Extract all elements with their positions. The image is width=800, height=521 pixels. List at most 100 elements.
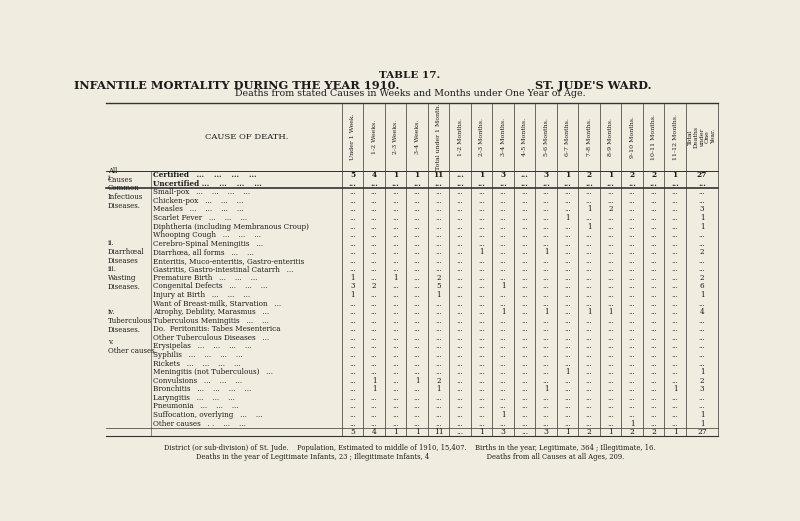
Text: ...: ... [457,205,463,214]
Text: ...: ... [349,325,356,333]
Text: ...: ... [564,359,571,368]
Text: ...: ... [629,291,635,299]
Text: ...: ... [478,386,485,393]
Text: ...: ... [370,359,378,368]
Text: ...: ... [478,265,485,274]
Text: 27: 27 [697,428,707,436]
Text: 1: 1 [350,291,355,299]
Text: Measles   ...    ...    ...    ...: Measles ... ... ... ... [153,205,243,214]
Text: ...: ... [672,257,678,265]
Text: ...: ... [500,300,506,307]
Text: ...: ... [542,265,550,274]
Text: ...: ... [414,359,421,368]
Text: ...: ... [457,342,463,351]
Text: ...: ... [522,197,528,205]
Text: 3: 3 [700,205,704,214]
Text: ...: ... [500,214,506,222]
Text: ...: ... [650,308,657,316]
Text: ...: ... [435,300,442,307]
Text: ...: ... [607,188,614,196]
Text: ...: ... [522,411,528,419]
Text: ...: ... [586,197,593,205]
Text: ...: ... [500,317,506,325]
Text: ...: ... [564,197,571,205]
Text: ...: ... [478,411,485,419]
Text: Pneumonia   ...    ...    ...: Pneumonia ... ... ... [153,402,238,411]
Text: ...: ... [370,419,378,428]
Text: ...: ... [672,359,678,368]
Text: ...: ... [698,300,706,307]
Text: ...: ... [457,428,464,436]
Text: Cerebro-Spinal Meningitis   ...: Cerebro-Spinal Meningitis ... [153,240,262,247]
Text: Under 1 Week.: Under 1 Week. [350,114,355,160]
Text: 4: 4 [700,308,704,316]
Text: ...: ... [522,265,528,274]
Text: 2: 2 [651,171,656,179]
Text: ...: ... [629,368,635,376]
Text: ...: ... [478,180,486,188]
Text: ...: ... [435,214,442,222]
Text: ...: ... [629,188,635,196]
Text: ...: ... [414,394,421,402]
Text: ...: ... [607,317,614,325]
Text: ...: ... [457,265,463,274]
Text: ...: ... [522,402,528,411]
Text: ...: ... [542,257,550,265]
Text: ...: ... [522,351,528,359]
Text: 2: 2 [586,171,592,179]
Text: 2: 2 [651,428,656,436]
Text: ...: ... [542,377,550,384]
Text: ...: ... [564,231,571,239]
Text: Total under 1 Month.: Total under 1 Month. [436,104,441,170]
Text: ...: ... [349,265,356,274]
Text: 1: 1 [350,274,355,282]
Text: ...: ... [522,274,528,282]
Text: ...: ... [629,240,635,247]
Text: ...: ... [522,222,528,230]
Text: ...: ... [586,248,593,256]
Text: ...: ... [500,248,506,256]
Text: ...: ... [542,197,550,205]
Text: ...: ... [586,265,593,274]
Text: ...: ... [478,368,485,376]
Text: ...: ... [564,377,571,384]
Text: ...: ... [500,257,506,265]
Text: ...: ... [349,317,356,325]
Text: ...: ... [435,342,442,351]
Text: ...: ... [392,419,399,428]
Text: ...: ... [650,214,657,222]
Text: ...: ... [542,351,550,359]
Text: ...: ... [542,214,550,222]
Text: 1: 1 [700,222,704,230]
Text: ...: ... [478,282,485,291]
Text: ...: ... [392,248,399,256]
Text: ...: ... [650,257,657,265]
Text: ...: ... [607,231,614,239]
Text: ...: ... [414,308,421,316]
Text: 1: 1 [414,171,420,179]
Text: 2: 2 [372,282,376,291]
Text: 1: 1 [673,428,678,436]
Text: ...: ... [542,394,550,402]
Text: ...: ... [607,402,614,411]
Text: ...: ... [500,368,506,376]
Text: ...: ... [414,274,421,282]
Text: ...: ... [370,351,378,359]
Text: ...: ... [522,334,528,342]
Text: ...: ... [392,240,399,247]
Text: 2: 2 [700,377,704,384]
Text: ...: ... [478,359,485,368]
Text: ...: ... [607,325,614,333]
Text: ...: ... [414,205,421,214]
Text: ...: ... [349,402,356,411]
Text: ...: ... [457,351,463,359]
Text: ...: ... [349,377,356,384]
Text: ...: ... [672,291,678,299]
Text: ...: ... [650,291,657,299]
Text: ...: ... [370,257,378,265]
Text: ...: ... [499,180,507,188]
Text: 5: 5 [436,282,441,291]
Text: ...: ... [650,274,657,282]
Text: ST. JUDE'S WARD.: ST. JUDE'S WARD. [534,80,651,91]
Text: ...: ... [392,188,399,196]
